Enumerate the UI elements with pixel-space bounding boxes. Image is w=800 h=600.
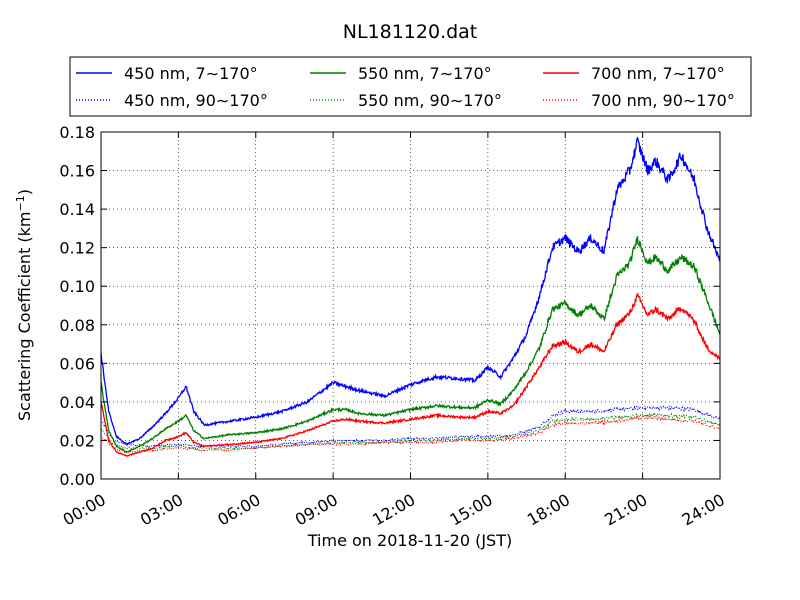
legend-label: 450 nm, 7∼170°: [124, 64, 258, 83]
x-axis-title: Time on 2018-11-20 (JST): [307, 531, 512, 550]
x-tick-label: 09:00: [292, 490, 341, 530]
x-tick-label: 06:00: [214, 490, 263, 530]
y-tick-label: 0.00: [59, 470, 95, 489]
x-tick-label: 12:00: [369, 490, 418, 530]
y-tick-label: 0.08: [59, 316, 95, 335]
series-line: [100, 412, 721, 451]
series-line: [100, 415, 721, 454]
y-tick-label: 0.06: [59, 354, 95, 373]
legend-label: 550 nm, 90∼170°: [358, 91, 502, 110]
x-tick-label: 24:00: [679, 490, 728, 530]
chart-title: NL181120.dat: [343, 21, 478, 43]
legend-box: [69, 56, 752, 117]
legend-label: 700 nm, 7∼170°: [591, 64, 725, 83]
y-tick-label: 0.14: [59, 200, 95, 219]
x-tick-label: 00:00: [60, 490, 109, 530]
y-axis-title-close: ): [15, 189, 34, 195]
y-axis-title-main: Scattering Coefficient (km: [15, 211, 34, 421]
x-tick-label: 21:00: [601, 490, 650, 530]
x-tick-labels: 00:00 03:00 06:00 09:00 12:00 15:00 18:00 21:00…: [60, 490, 728, 530]
y-tick-label: 0.18: [59, 123, 95, 142]
x-tick-label: 18:00: [524, 490, 573, 530]
y-tick-label: 0.16: [59, 162, 95, 181]
series-line: [100, 136, 721, 446]
legend-label: 700 nm, 90∼170°: [591, 91, 735, 110]
y-tick-label: 0.12: [59, 239, 95, 258]
x-tick-label: 15:00: [446, 490, 495, 530]
series-line: [100, 292, 721, 457]
y-tick-label: 0.02: [59, 431, 95, 450]
legend: 450 nm, 7∼170° 550 nm, 7∼170° 700 nm, 7∼17…: [69, 56, 752, 117]
legend-label: 450 nm, 90∼170°: [124, 91, 268, 110]
series-layer: [100, 136, 721, 457]
y-axis-title: Scattering Coefficient (km−1): [14, 189, 34, 421]
y-tick-label: 0.04: [59, 393, 95, 412]
series-line: [100, 236, 721, 454]
x-tick-label: 03:00: [137, 490, 186, 530]
legend-label: 550 nm, 7∼170°: [358, 64, 492, 83]
y-tick-label: 0.10: [59, 277, 95, 296]
grid: [101, 132, 720, 479]
y-axis-title-unit-exponent: −1: [14, 195, 27, 211]
y-tick-labels: 0.00 0.02 0.04 0.06 0.08 0.10 0.12 0.14 0.16 0.18: [59, 123, 95, 489]
ticks: [100, 131, 721, 480]
